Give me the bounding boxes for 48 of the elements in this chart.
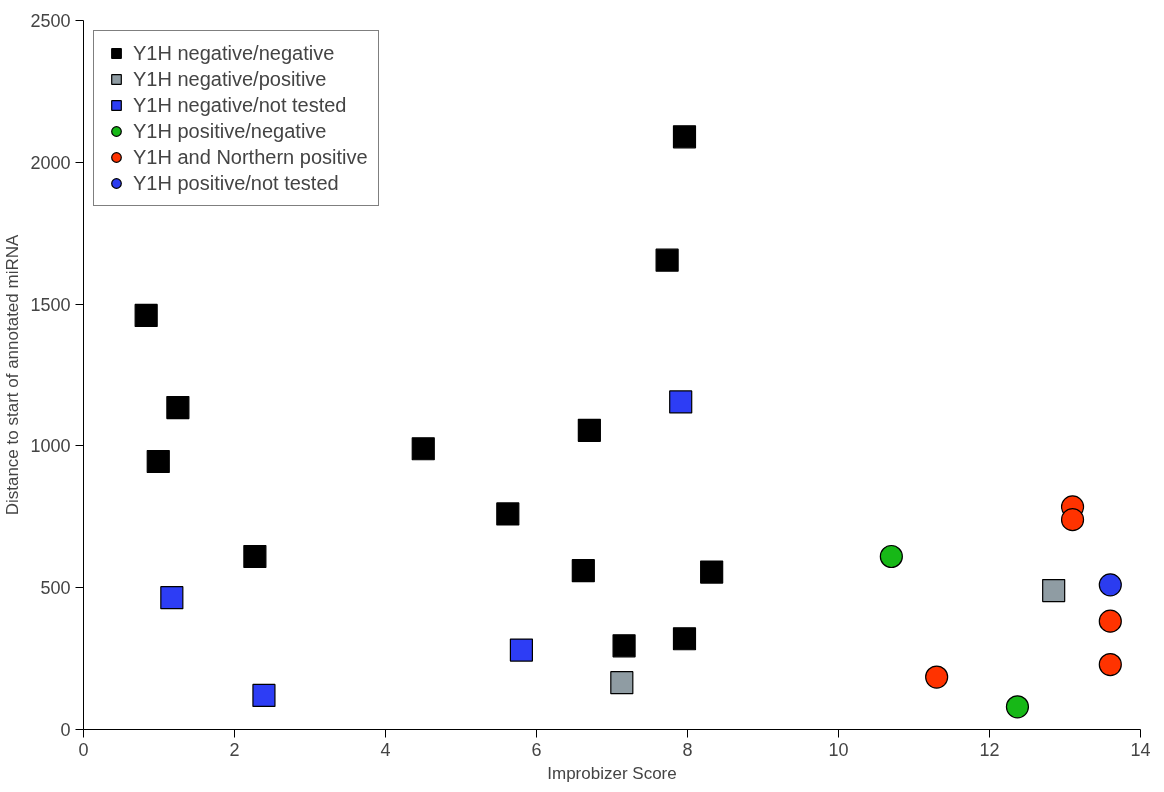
point [411,437,435,461]
y-axis-title: Distance to start of annotated miRNA [3,234,23,516]
point [1060,508,1085,532]
point [166,396,190,420]
point [509,638,533,662]
point [1098,573,1122,597]
y-tick-label: 1500 [30,294,71,315]
point [612,634,636,658]
x-tick-label: 4 [380,739,391,760]
x-tick-label: 10 [828,739,849,760]
y-tick-label: 2500 [30,11,71,31]
point [577,418,601,442]
y-tick-label: 500 [40,578,71,599]
point [669,390,693,414]
point [879,544,903,569]
x-axis-title: Improbizer Score [547,763,677,783]
point [1042,578,1066,603]
legend-label: Y1H negative/positive [133,67,327,91]
y-tick-label: 1000 [30,436,71,457]
x-tick-label: 14 [1130,739,1151,760]
y-tick-label: 2000 [30,152,71,173]
point [1098,609,1122,633]
point [1005,695,1030,719]
point [700,560,724,584]
x-tick-label: 2 [229,739,240,760]
legend-label: Y1H negative/not tested [133,93,347,117]
legend-label: Y1H and Northern positive [133,145,368,169]
point [571,559,595,583]
point [1098,652,1122,677]
x-tick-label: 12 [979,739,1000,760]
point [146,449,170,474]
x-tick-label: 8 [682,739,693,760]
legend-label: Y1H positive/not tested [133,171,339,195]
point [925,665,949,689]
y-tick-label: 0 [60,720,71,740]
x-tick-label: 0 [78,739,89,760]
legend-label: Y1H positive/negative [133,119,327,143]
point [672,627,697,651]
point [252,683,276,708]
point [496,502,520,526]
x-tick-label: 6 [531,739,542,760]
point [243,544,267,569]
point [672,125,697,149]
point [160,586,184,610]
point [610,671,634,695]
point [134,303,158,328]
point [655,248,679,272]
legend-label: Y1H negative/negative [133,41,335,65]
